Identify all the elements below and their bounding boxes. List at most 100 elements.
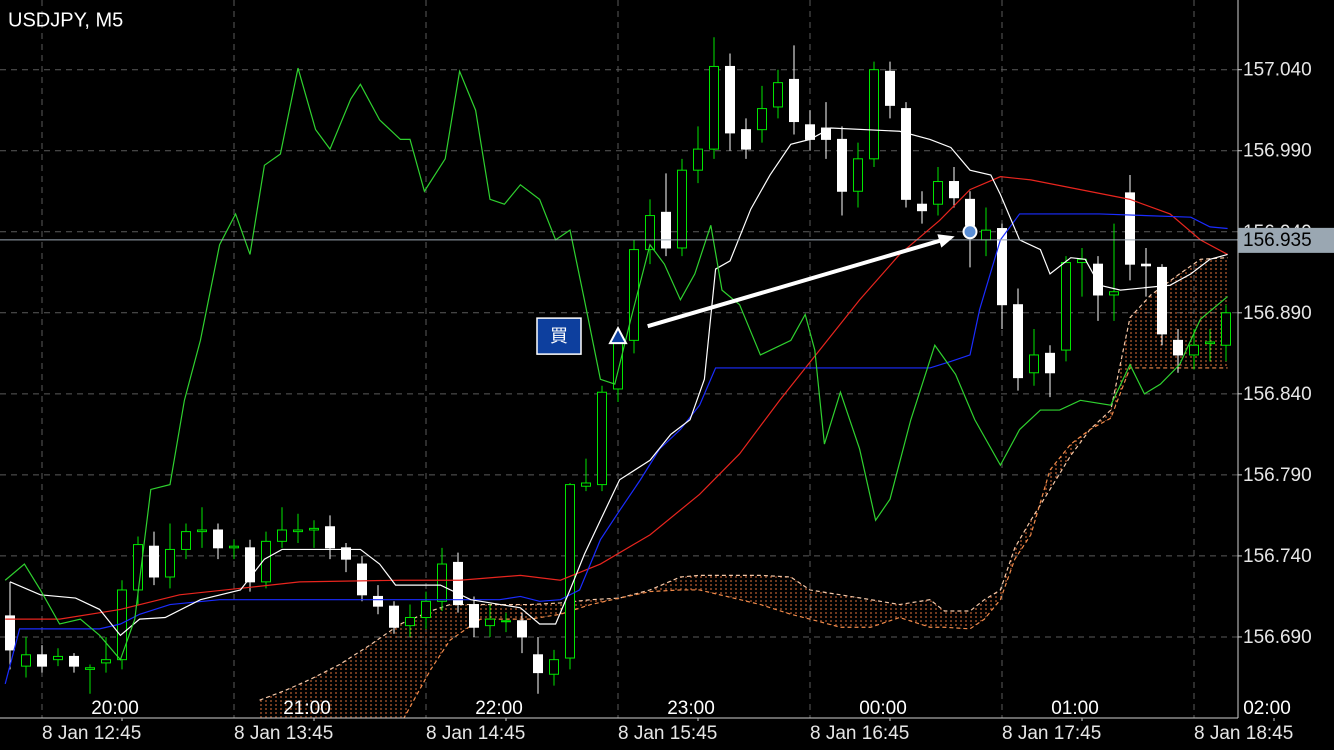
candle-body bbox=[789, 78, 799, 123]
x-tick-label: 21:00 bbox=[283, 698, 331, 719]
candle-body bbox=[741, 129, 751, 150]
candle-body bbox=[629, 249, 639, 341]
x-date-label: 8 Jan 12:45 bbox=[42, 723, 141, 744]
candle-body bbox=[213, 529, 223, 549]
candle-body bbox=[85, 667, 95, 670]
x-date-label: 8 Jan 14:45 bbox=[426, 723, 525, 744]
candle-body bbox=[325, 526, 335, 549]
candle-body bbox=[1189, 344, 1199, 356]
candle-body bbox=[1125, 192, 1135, 265]
candle-body bbox=[309, 527, 319, 531]
x-date-label: 8 Jan 18:45 bbox=[1194, 723, 1293, 744]
candle-body bbox=[197, 529, 207, 533]
candle-body bbox=[229, 545, 239, 549]
trade-label-box bbox=[536, 317, 582, 355]
plot-area bbox=[0, 37, 1238, 718]
candle-body bbox=[1029, 354, 1039, 374]
candle-body bbox=[405, 617, 415, 627]
candle-body bbox=[693, 148, 703, 171]
cloud-area bbox=[259, 257, 1228, 718]
candle-body bbox=[965, 198, 975, 226]
candle-body bbox=[901, 108, 911, 200]
candle-body bbox=[773, 82, 783, 108]
candle-body bbox=[101, 659, 111, 664]
candle-body bbox=[725, 65, 735, 134]
candle-body bbox=[661, 211, 671, 249]
y-tick-label: 156.790 bbox=[1243, 465, 1312, 486]
candle-body bbox=[933, 181, 943, 205]
x-date-label: 8 Jan 17:45 bbox=[1002, 723, 1101, 744]
candle-body bbox=[597, 391, 607, 486]
x-date-label: 8 Jan 16:45 bbox=[810, 723, 909, 744]
candle-body bbox=[261, 540, 271, 583]
candle-body bbox=[1013, 304, 1023, 379]
candle-body bbox=[917, 203, 927, 212]
candle-body bbox=[1205, 341, 1215, 345]
candle-body bbox=[853, 158, 863, 192]
candle-body bbox=[1157, 266, 1167, 335]
candle-body bbox=[533, 654, 543, 674]
candle-body bbox=[565, 484, 575, 659]
candle-body bbox=[389, 605, 399, 628]
x-date-label: 8 Jan 13:45 bbox=[234, 723, 333, 744]
candle-body bbox=[1109, 291, 1119, 296]
candle-body bbox=[1221, 312, 1231, 346]
candle-body bbox=[5, 615, 15, 651]
candle-body bbox=[453, 561, 463, 606]
candle-body bbox=[485, 618, 495, 627]
candle-body bbox=[21, 654, 31, 667]
current-price-box bbox=[1238, 227, 1334, 253]
candle-body bbox=[341, 547, 351, 560]
x-tick-label: 22:00 bbox=[475, 698, 523, 719]
candle-body bbox=[885, 70, 895, 106]
candle-body bbox=[837, 138, 847, 192]
indicator-line bbox=[4, 213, 1228, 685]
x-tick-label: 00:00 bbox=[859, 698, 907, 719]
candle-body bbox=[677, 169, 687, 249]
x-date-label: 8 Jan 15:45 bbox=[618, 723, 717, 744]
candle-body bbox=[1093, 263, 1103, 296]
y-tick-label: 156.890 bbox=[1243, 303, 1312, 324]
y-tick-label: 156.690 bbox=[1243, 627, 1312, 648]
candle-body bbox=[181, 531, 191, 550]
candle-body bbox=[421, 600, 431, 619]
trade-arrow bbox=[647, 237, 946, 329]
trade-label: 買 bbox=[550, 326, 568, 346]
candle-body bbox=[373, 595, 383, 607]
candle-body bbox=[1061, 262, 1071, 351]
indicator-line bbox=[5, 176, 1228, 620]
x-tick-label: 20:00 bbox=[91, 698, 139, 719]
candle-body bbox=[245, 547, 255, 583]
candle-body bbox=[37, 654, 47, 667]
candle-body bbox=[357, 563, 367, 596]
axis-layer: 156.690 156.740 156.790 156.840 156.890 156.9… bbox=[42, 60, 1334, 744]
indicator-line bbox=[4, 67, 1228, 661]
y-tick-label: 156.740 bbox=[1243, 546, 1312, 567]
candle-body bbox=[709, 65, 719, 150]
candle-body bbox=[1045, 352, 1055, 374]
candle-body bbox=[1173, 339, 1183, 356]
candle-body bbox=[757, 108, 767, 131]
candle-body bbox=[949, 181, 959, 199]
indicator-line bbox=[9, 127, 1228, 637]
candle-body bbox=[277, 529, 287, 542]
candle-body bbox=[581, 482, 591, 487]
trade-arrow-head bbox=[937, 234, 955, 248]
candle-body bbox=[549, 659, 559, 675]
candle-body bbox=[437, 563, 447, 602]
candle-body bbox=[645, 215, 655, 251]
candle-body bbox=[517, 620, 527, 638]
candle-body bbox=[981, 229, 991, 241]
candle-body bbox=[469, 604, 479, 628]
x-tick-label: 23:00 bbox=[667, 698, 715, 719]
x-tick-label: 01:00 bbox=[1051, 698, 1099, 719]
candle-body bbox=[501, 620, 511, 623]
candle-body bbox=[53, 655, 63, 661]
current-price-label: 156.935 bbox=[1243, 230, 1312, 251]
y-tick-label: 157.040 bbox=[1243, 60, 1312, 81]
candle-body bbox=[821, 127, 831, 140]
cloud-span bbox=[259, 257, 1228, 701]
